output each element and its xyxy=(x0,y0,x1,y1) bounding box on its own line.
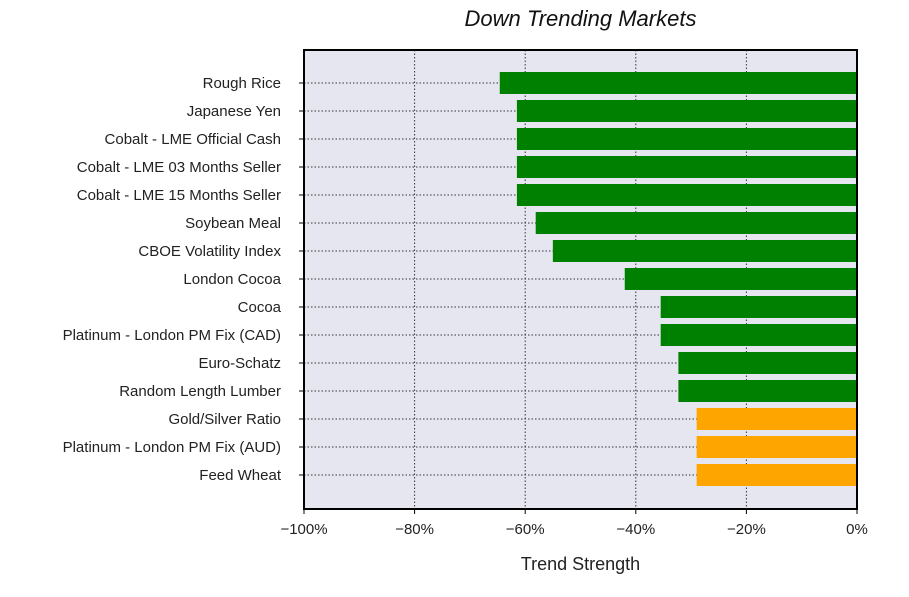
category-label: Soybean Meal xyxy=(185,215,281,232)
bar xyxy=(499,72,857,94)
x-tick-label: −80% xyxy=(395,521,434,538)
bar xyxy=(696,408,857,430)
bar xyxy=(535,212,857,234)
category-label: CBOE Volatility Index xyxy=(138,243,281,260)
bar xyxy=(624,268,857,290)
category-label: Cobalt - LME 15 Months Seller xyxy=(77,187,281,204)
category-label: London Cocoa xyxy=(183,271,281,288)
category-label: Japanese Yen xyxy=(187,103,281,120)
bar xyxy=(660,324,857,346)
chart-title: Down Trending Markets xyxy=(464,6,697,31)
category-label: Rough Rice xyxy=(203,75,281,92)
category-labels: Rough Rice Japanese Yen Cobalt - LME Offic… xyxy=(63,75,304,484)
category-label: Cobalt - LME 03 Months Seller xyxy=(77,159,281,176)
category-label: Cobalt - LME Official Cash xyxy=(105,131,281,148)
plot-frame xyxy=(303,49,858,510)
bar xyxy=(516,100,857,122)
x-tick-label: 0% xyxy=(846,521,868,538)
x-axis-title: Trend Strength xyxy=(521,554,640,574)
bar xyxy=(660,296,857,318)
category-label: Platinum - London PM Fix (CAD) xyxy=(63,327,281,344)
bar xyxy=(516,184,857,206)
x-tick-label: −60% xyxy=(506,521,545,538)
x-tick-labels: −100% −80% −60% −40% −20% 0% xyxy=(280,509,868,538)
x-tick-label: −100% xyxy=(280,521,327,538)
bar xyxy=(696,464,857,486)
bar xyxy=(516,156,857,178)
category-label: Platinum - London PM Fix (AUD) xyxy=(63,439,281,456)
bar xyxy=(516,128,857,150)
bar xyxy=(678,352,857,374)
bars xyxy=(499,72,857,486)
category-label: Feed Wheat xyxy=(199,467,282,484)
category-label: Gold/Silver Ratio xyxy=(168,411,281,428)
x-tick-label: −20% xyxy=(727,521,766,538)
bar xyxy=(696,436,857,458)
category-label: Euro-Schatz xyxy=(198,355,281,372)
bar xyxy=(678,380,857,402)
category-label: Random Length Lumber xyxy=(119,383,281,400)
x-tick-label: −40% xyxy=(616,521,655,538)
bar xyxy=(552,240,857,262)
category-label: Cocoa xyxy=(238,299,282,316)
